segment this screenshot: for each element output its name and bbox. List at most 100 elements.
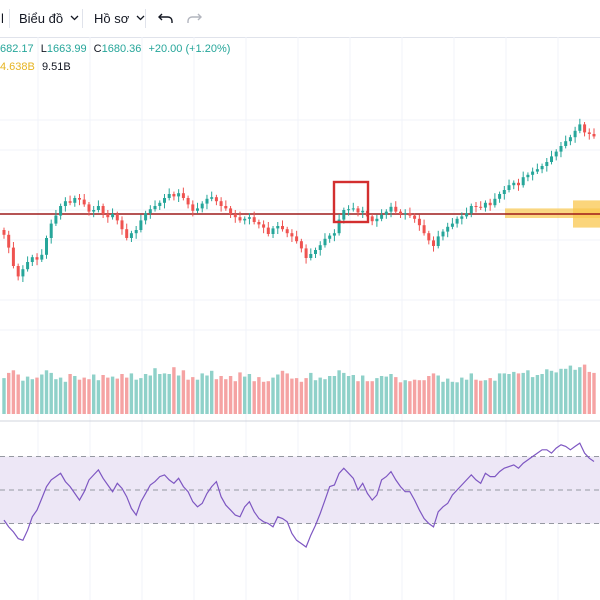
candle-body (545, 162, 549, 166)
candle-body (450, 223, 454, 227)
volume-bar (125, 377, 129, 414)
volume-bar (247, 374, 252, 414)
volume-bar (238, 372, 242, 414)
profile-menu-button[interactable]: Hồ sơ (94, 6, 145, 30)
volume-bar (129, 373, 134, 414)
volume-bar (450, 381, 455, 414)
candle-body (535, 169, 539, 172)
candle-body (408, 213, 412, 216)
volume-bar (559, 368, 563, 414)
volume-bar (205, 375, 209, 414)
candle-body (550, 156, 553, 162)
volume-bar (408, 381, 412, 414)
volume-bar (261, 381, 266, 414)
volume-bar (488, 378, 492, 414)
volume-bar (346, 376, 351, 414)
candle-body (592, 134, 596, 137)
candle-body (370, 216, 374, 222)
candle-body (87, 204, 91, 212)
candle-body (540, 166, 544, 170)
candle-body (559, 146, 563, 152)
candle-body (21, 269, 25, 277)
redo-icon[interactable] (183, 7, 205, 29)
candle-body (200, 203, 204, 209)
volume-bar (120, 374, 124, 414)
candle-body (120, 220, 124, 230)
candle-body (134, 230, 138, 234)
volume-bar (502, 373, 506, 414)
undo-icon[interactable] (155, 7, 177, 29)
candle-body (148, 209, 152, 214)
chevron-down-icon (70, 15, 79, 21)
candle-body (191, 204, 195, 211)
candle-body (92, 210, 96, 212)
candle-body (78, 198, 81, 200)
candle-body (158, 202, 162, 206)
candle-body (417, 218, 421, 226)
toolbar-divider (82, 9, 83, 28)
volume-bar (318, 377, 322, 414)
volume-bar (101, 375, 105, 414)
candle-body (11, 247, 15, 266)
volume-bar (58, 377, 63, 414)
volume-bar (361, 375, 365, 414)
candle-body (266, 227, 270, 234)
candle-body (106, 214, 110, 218)
volume-bar (417, 380, 422, 414)
candle-body (115, 214, 119, 221)
candle-body (479, 206, 483, 208)
volume-bar (233, 381, 237, 414)
chart-menu-label: Biểu đồ (19, 10, 64, 26)
volume-bar (412, 379, 417, 414)
price-legend: 682.17 L1663.99 C1680.36 +20.00 (+1.20%) (0, 43, 230, 55)
candle-body (163, 198, 166, 203)
low-label: L (40, 43, 47, 55)
volume-bar (582, 364, 587, 414)
candle-body (347, 209, 351, 211)
candle-body (49, 223, 53, 238)
candle-body (125, 229, 129, 238)
volume-bar (299, 381, 304, 414)
volume-bar (63, 381, 68, 414)
candle-body (573, 130, 577, 138)
candle-body (446, 226, 450, 232)
candle-body (380, 214, 384, 219)
volume-bar (148, 375, 152, 414)
volume-bar (394, 377, 398, 414)
candle-body (436, 236, 440, 246)
volume-bar (92, 374, 96, 414)
volume-bar (49, 372, 53, 414)
candle-body (460, 216, 464, 219)
candle-body (488, 202, 492, 206)
top-toolbar: l Biểu đồ Hồ sơ (0, 0, 600, 38)
candle-body (205, 198, 209, 204)
volume-bar (106, 377, 110, 414)
candle-body (309, 254, 313, 258)
volume-bar (455, 382, 459, 414)
chart-menu-button[interactable]: Biểu đồ (19, 6, 79, 30)
candle-body (40, 254, 44, 260)
candle-body (521, 177, 525, 186)
price-chart-area[interactable] (0, 37, 600, 600)
rsi-line (3, 442, 595, 548)
volume-bar (134, 379, 138, 414)
candle-body (285, 229, 289, 234)
candle-body (389, 206, 393, 212)
candle-body (441, 231, 445, 237)
volume-bar (493, 380, 497, 414)
volume-bar (153, 368, 157, 414)
candle-body (276, 226, 280, 229)
candle-body (384, 211, 388, 215)
volume-bar (483, 380, 488, 414)
volume-bar (228, 376, 233, 414)
candlesticks (2, 118, 596, 282)
volume-ma-value: 4.638B (0, 61, 35, 73)
candle-body (502, 190, 506, 194)
volume-bar (356, 381, 360, 414)
volume-bar (115, 378, 119, 414)
volume-bar (7, 372, 11, 414)
volume-bar (479, 380, 483, 414)
candle-body (252, 217, 256, 222)
candle-body (153, 206, 157, 210)
candle-body (583, 124, 587, 133)
